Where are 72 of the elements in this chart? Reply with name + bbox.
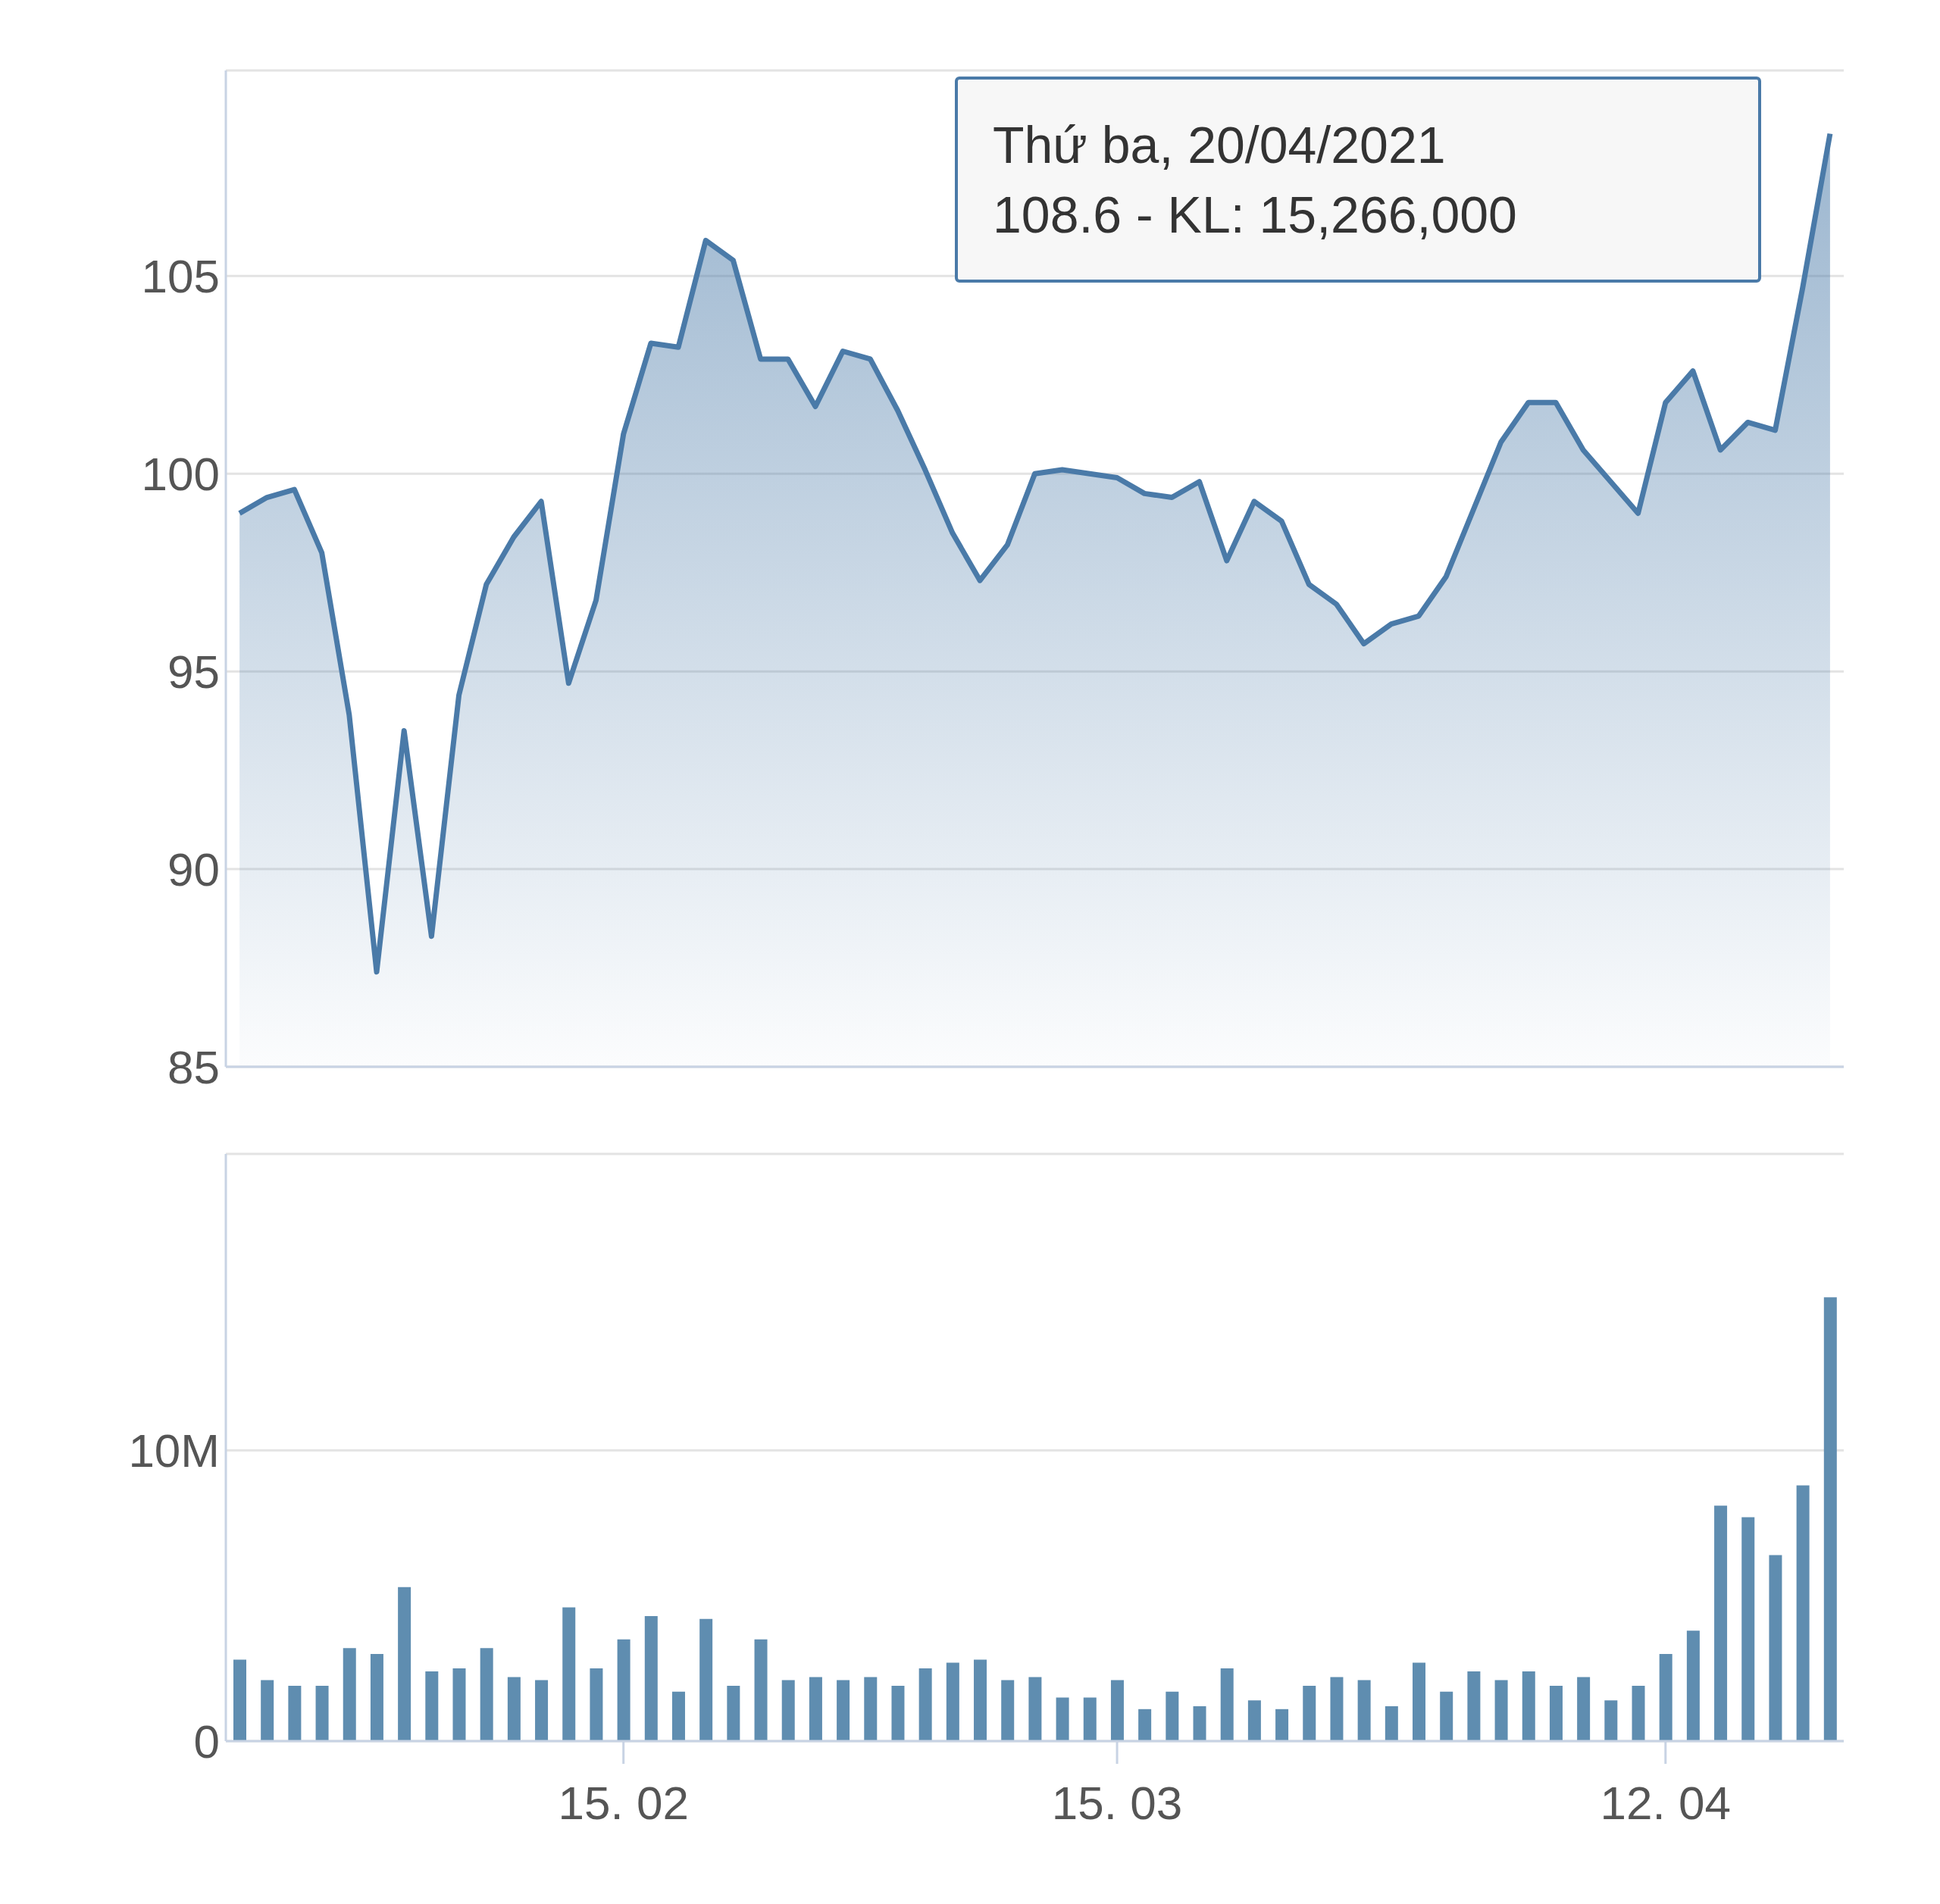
bar (1741, 1517, 1755, 1741)
bar (1577, 1677, 1591, 1741)
annotation: Thứ ba, 20/04/2021 (993, 115, 1447, 175)
bar (1823, 1297, 1837, 1741)
bar (1056, 1697, 1069, 1741)
bar (398, 1587, 411, 1741)
bar (535, 1680, 549, 1741)
bar (1110, 1680, 1124, 1741)
bar (809, 1677, 822, 1741)
bar (562, 1607, 576, 1741)
y-tick-label: 100 (141, 448, 220, 501)
bar (507, 1677, 521, 1741)
bar (617, 1639, 630, 1741)
bar (918, 1668, 932, 1741)
bar (288, 1686, 302, 1741)
bar (1330, 1677, 1344, 1741)
bar (754, 1639, 768, 1741)
bar (727, 1686, 740, 1741)
bar (1796, 1485, 1810, 1741)
y-tick-label: 105 (141, 250, 220, 303)
bar (1686, 1630, 1700, 1741)
y-tick-label: 85 (167, 1041, 220, 1094)
bar (1275, 1709, 1289, 1741)
bar (1166, 1691, 1179, 1741)
annotation: 108.6 - KL: 15,266,000 (993, 185, 1518, 245)
bar (1083, 1697, 1097, 1741)
bar (946, 1662, 959, 1741)
bar (1413, 1662, 1426, 1741)
bar (1028, 1677, 1042, 1741)
y-tick-label: 95 (167, 646, 220, 699)
bar (781, 1680, 795, 1741)
bar (671, 1691, 685, 1741)
bar (480, 1648, 493, 1741)
y-tick-label: 0 (193, 1715, 220, 1768)
bar (1138, 1709, 1152, 1741)
bar (1549, 1686, 1563, 1741)
tooltip-box: Thứ ba, 20/04/2021 108.6 - KL: 15,266,000 (955, 77, 1761, 283)
bar (1659, 1653, 1672, 1741)
bar (1632, 1686, 1645, 1741)
bar (1193, 1705, 1206, 1741)
bar (1247, 1700, 1261, 1741)
y-tick-label: 90 (167, 843, 220, 896)
bar (1769, 1555, 1782, 1741)
bar (1714, 1505, 1728, 1741)
bar (452, 1668, 466, 1741)
bar (1440, 1691, 1453, 1741)
bar (343, 1648, 356, 1741)
bar (370, 1653, 383, 1741)
bar (1522, 1671, 1535, 1741)
bar (590, 1668, 603, 1741)
bar (974, 1659, 987, 1741)
bar (699, 1618, 713, 1741)
bar (1303, 1686, 1316, 1741)
y-tick-label: 10M (128, 1424, 220, 1477)
x-tick-label: 15. 03 (1051, 1777, 1183, 1829)
bar (1220, 1668, 1234, 1741)
x-tick-label: 12. 04 (1600, 1777, 1731, 1829)
bar (1494, 1680, 1508, 1741)
bar (261, 1680, 274, 1741)
bar (315, 1686, 329, 1741)
bar (1001, 1680, 1015, 1741)
bar (837, 1680, 850, 1741)
bar (1604, 1700, 1618, 1741)
bar (233, 1659, 246, 1741)
bar (1385, 1705, 1398, 1741)
bar (644, 1616, 658, 1741)
x-tick-label: 15. 02 (558, 1777, 689, 1829)
bar (864, 1677, 878, 1741)
bar (1357, 1680, 1371, 1741)
bar (425, 1671, 439, 1741)
bar (1467, 1671, 1481, 1741)
bar (891, 1686, 905, 1741)
